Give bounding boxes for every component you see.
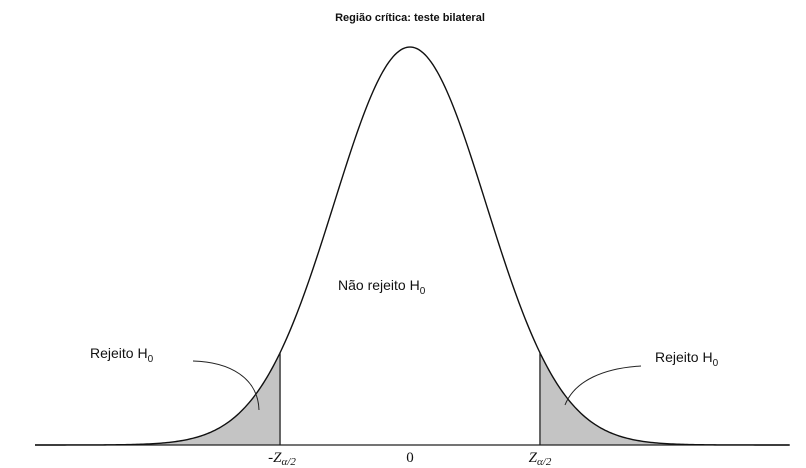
left-axis-sub: α/2 [282, 456, 297, 468]
center-label-sub: 0 [420, 286, 426, 297]
left-label: Rejeito H0 [90, 345, 154, 365]
right-leader [564, 365, 642, 406]
right-label-sub: 0 [713, 358, 719, 369]
left-axis-label: -Zα/2 [268, 450, 296, 468]
center-axis-label: 0 [406, 450, 414, 466]
left-label-text: Rejeito H [90, 345, 148, 361]
right-axis-label: Zα/2 [529, 450, 552, 468]
normal-curve [35, 46, 789, 446]
left-rejection-region [68, 354, 281, 445]
right-rejection-region [539, 352, 752, 445]
right-label: Rejeito H0 [655, 349, 719, 369]
center-label-text: Não rejeito H [338, 277, 420, 293]
left-label-sub: 0 [148, 354, 154, 365]
left-axis-text: -Z [268, 450, 282, 466]
right-label-text: Rejeito H [655, 349, 713, 365]
right-axis-sub: α/2 [537, 456, 552, 468]
title: Região crítica: teste bilateral [335, 12, 485, 24]
center-label: Não rejeito H0 [338, 277, 426, 297]
left-leader [192, 360, 260, 411]
right-axis-text: Z [529, 450, 538, 466]
